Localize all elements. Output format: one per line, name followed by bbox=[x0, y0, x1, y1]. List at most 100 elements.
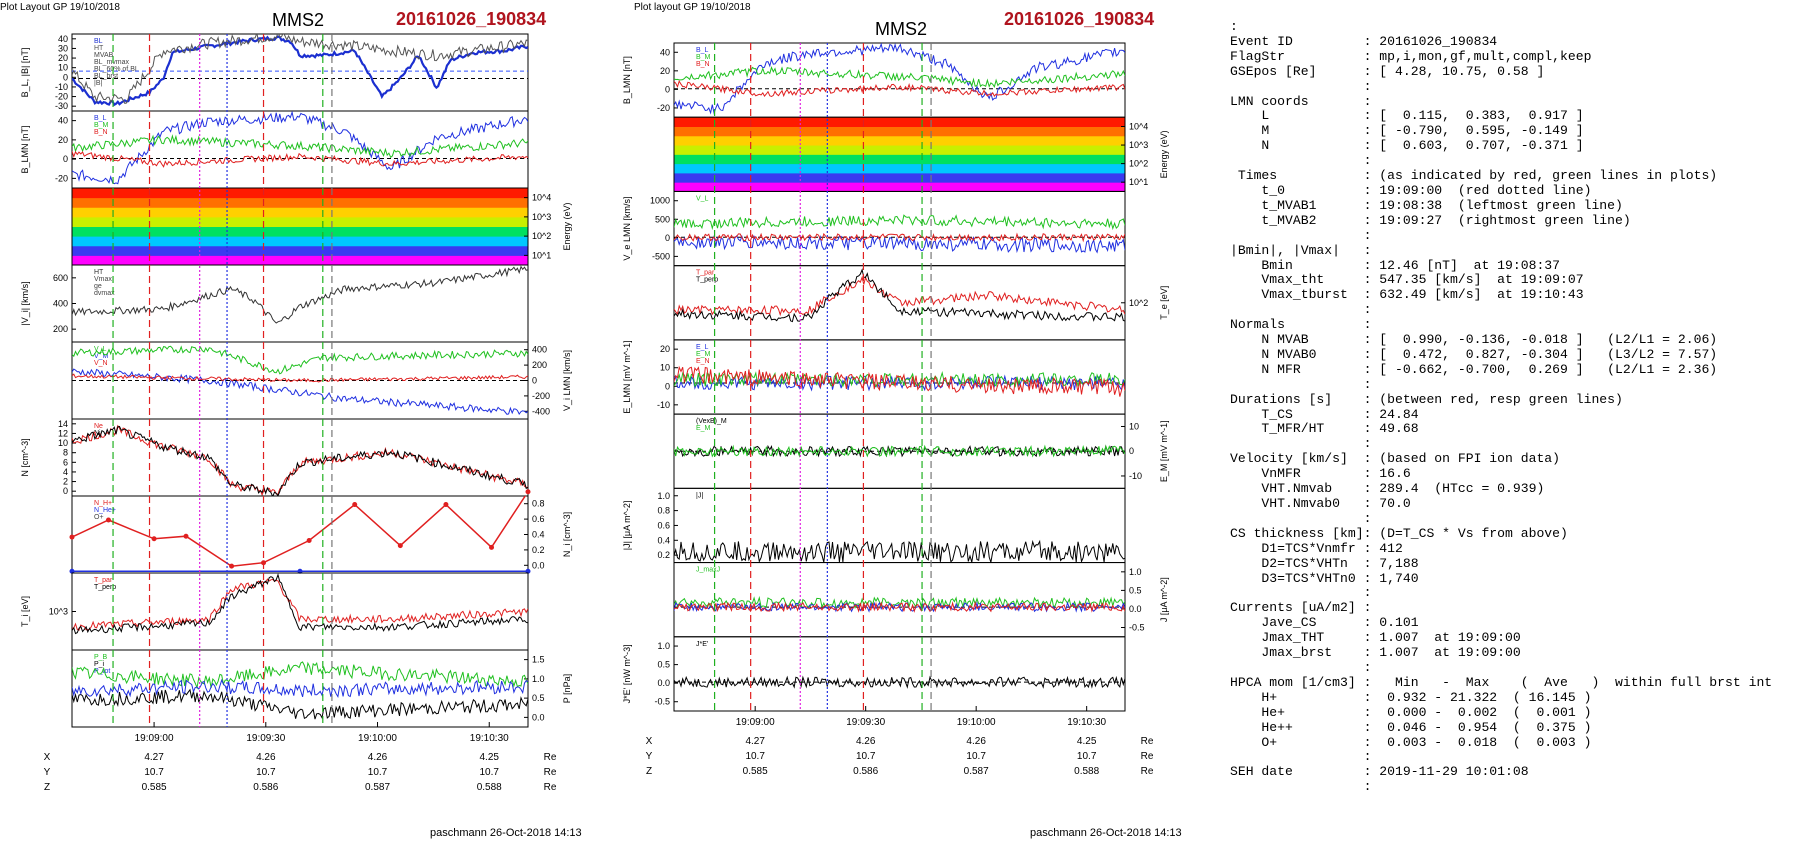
left-tick-label: 0.4 bbox=[532, 530, 545, 540]
info-line: : bbox=[1230, 585, 1372, 601]
info-line: Jmax_brst : 1.007 at 19:09:00 bbox=[1230, 645, 1521, 661]
right-spectrogram-band bbox=[674, 126, 1125, 137]
right-spectrogram-band bbox=[674, 145, 1125, 155]
left-series-line bbox=[72, 373, 528, 383]
right-time-tick: 19:10:00 bbox=[957, 717, 996, 728]
left-tick-label: 0 bbox=[63, 154, 68, 164]
left-series-marker bbox=[105, 517, 111, 523]
left-ylabel: N [cm^-3] bbox=[20, 438, 30, 476]
info-line: : bbox=[1230, 302, 1372, 318]
right-series-line bbox=[674, 365, 1125, 397]
right-ephem-value: 10.7 bbox=[1077, 751, 1097, 762]
right-legend-entry: E_L bbox=[696, 344, 709, 351]
info-line: : bbox=[1230, 779, 1372, 795]
right-tick-label: -10 bbox=[657, 400, 670, 410]
info-line: : bbox=[1230, 227, 1372, 243]
right-tick-label: 500 bbox=[655, 214, 670, 224]
left-ephem-unit: Re bbox=[544, 752, 557, 763]
right-ylabel: T_e [eV] bbox=[1159, 286, 1169, 320]
right-tick-label: 0 bbox=[665, 84, 670, 94]
left-ephem-unit: Re bbox=[544, 767, 557, 778]
left-tick-label: -10 bbox=[55, 82, 68, 92]
left-tick-label: 4 bbox=[63, 467, 68, 477]
left-spectrogram-band bbox=[72, 188, 528, 199]
right-tick-label: 0.2 bbox=[657, 550, 670, 560]
left-tick-label: -200 bbox=[532, 391, 550, 401]
right-ephem-unit: Re bbox=[1141, 751, 1154, 762]
left-spectrogram-band bbox=[72, 226, 528, 237]
right-series-line bbox=[674, 275, 1125, 317]
left-tick-label: 6 bbox=[63, 457, 68, 467]
left-tick-label: 0 bbox=[63, 486, 68, 496]
left-panel-frame bbox=[71, 572, 529, 651]
right-panel-2: 1000 500 0 -500 V_e LMN [km/s] V_L bbox=[622, 190, 1126, 267]
left-tick-label: 20 bbox=[58, 135, 68, 145]
left-tick-label: 10 bbox=[58, 63, 68, 73]
right-tick-label: 10^3 bbox=[1129, 140, 1148, 150]
info-line: : bbox=[1230, 659, 1372, 675]
right-legend-entry: B_M bbox=[696, 54, 711, 61]
right-panel-6: 1.0 0.8 0.6 0.4 0.2 |J| [μA m^-2] |J| bbox=[622, 487, 1126, 564]
left-series-line bbox=[72, 111, 528, 185]
right-series-line bbox=[674, 595, 1125, 610]
right-ephem-value: 0.585 bbox=[743, 766, 768, 777]
left-tick-label: 20 bbox=[58, 53, 68, 63]
info-line: VHT.Nmvab0 : 70.0 bbox=[1230, 496, 1411, 511]
info-line: Bmin : 12.46 [nT] at 19:08:37 bbox=[1230, 257, 1561, 273]
right-panel-1: 10^4 10^3 10^2 10^1 Energy (eV) bbox=[673, 116, 1169, 192]
left-series-line bbox=[72, 578, 528, 631]
info-line: LMN coords : bbox=[1230, 93, 1372, 109]
left-tick-label: 40 bbox=[58, 116, 68, 126]
left-series-marker bbox=[525, 489, 531, 495]
left-series-line bbox=[72, 368, 528, 415]
info-line: N MVAB : [ 0.990, -0.136, -0.018 ] (L2/L… bbox=[1230, 332, 1718, 348]
left-panel-frame bbox=[71, 418, 529, 497]
left-ephem-label: Z bbox=[44, 782, 50, 793]
info-line: VnMFR : 16.6 bbox=[1230, 466, 1411, 482]
left-series-line bbox=[72, 265, 528, 324]
info-line: Velocity [km/s] : (based on FPI ion data… bbox=[1230, 451, 1561, 467]
left-tick-label: 8 bbox=[63, 448, 68, 458]
info-line: He+ : 0.000 - 0.002 ( 0.001 ) bbox=[1230, 704, 1592, 720]
right-ephem-value: 10.7 bbox=[745, 751, 765, 762]
left-ylabel: B_L, |B| [nT] bbox=[20, 48, 30, 98]
right-ephem-value: 4.25 bbox=[1077, 736, 1097, 747]
left-tick-label: 1.0 bbox=[532, 674, 545, 684]
left-spectrogram-band bbox=[72, 197, 528, 208]
right-ephem-label: X bbox=[646, 736, 653, 747]
left-ephem-value: 10.7 bbox=[480, 767, 500, 778]
left-series-line bbox=[72, 678, 528, 699]
left-legend-entry: |B| bbox=[94, 80, 102, 87]
right-ephem-value: 4.26 bbox=[856, 736, 876, 747]
right-spectrogram-band bbox=[674, 117, 1125, 127]
right-tick-label: 0.0 bbox=[1129, 604, 1142, 614]
info-line: N : [ 0.603, 0.707, -0.371 ] bbox=[1230, 138, 1584, 154]
right-panel-frame bbox=[673, 487, 1126, 564]
left-series-marker bbox=[229, 563, 235, 569]
left-tick-label: 2 bbox=[63, 477, 68, 487]
right-legend-entry: E_M bbox=[696, 425, 711, 432]
right-time-tick: 19:09:00 bbox=[736, 717, 775, 728]
left-series-marker bbox=[489, 544, 495, 550]
info-line: GSEpos [Re] : [ 4.28, 10.75, 0.58 ] bbox=[1230, 63, 1545, 79]
right-tick-label: -0.5 bbox=[654, 697, 670, 707]
left-ephem-value: 10.7 bbox=[144, 767, 164, 778]
info-line: H+ : 0.932 - 21.322 ( 16.145 ) bbox=[1230, 689, 1592, 705]
left-legend-entry: Vmax bbox=[94, 276, 112, 283]
left-tick-label: 600 bbox=[53, 273, 68, 283]
left-series-line bbox=[72, 34, 528, 104]
right-tick-label: 20 bbox=[660, 66, 670, 76]
right-tick-label: 0.8 bbox=[657, 506, 670, 516]
right-tick-label: 1.0 bbox=[657, 491, 670, 501]
left-panel-1: 40 20 0 -20 B_LMN [nT] B_LB_MB_N bbox=[20, 110, 529, 189]
right-tick-label: 1.0 bbox=[1129, 567, 1142, 577]
left-legend-entry: ge bbox=[94, 283, 102, 290]
event-info-panel: : Event ID : 20161026_190834 FlagStr : mp,… bbox=[1230, 19, 1772, 795]
info-line: CS thickness [km]: (D=T_CS * Vs from abo… bbox=[1230, 525, 1568, 541]
info-line: N MFR : [ -0.662, -0.700, 0.269 ] (L2/L1… bbox=[1230, 361, 1718, 377]
left-panel-frame bbox=[71, 110, 529, 189]
info-line: : bbox=[1230, 436, 1372, 452]
left-ylabel: B_LMN [nT] bbox=[20, 125, 30, 173]
